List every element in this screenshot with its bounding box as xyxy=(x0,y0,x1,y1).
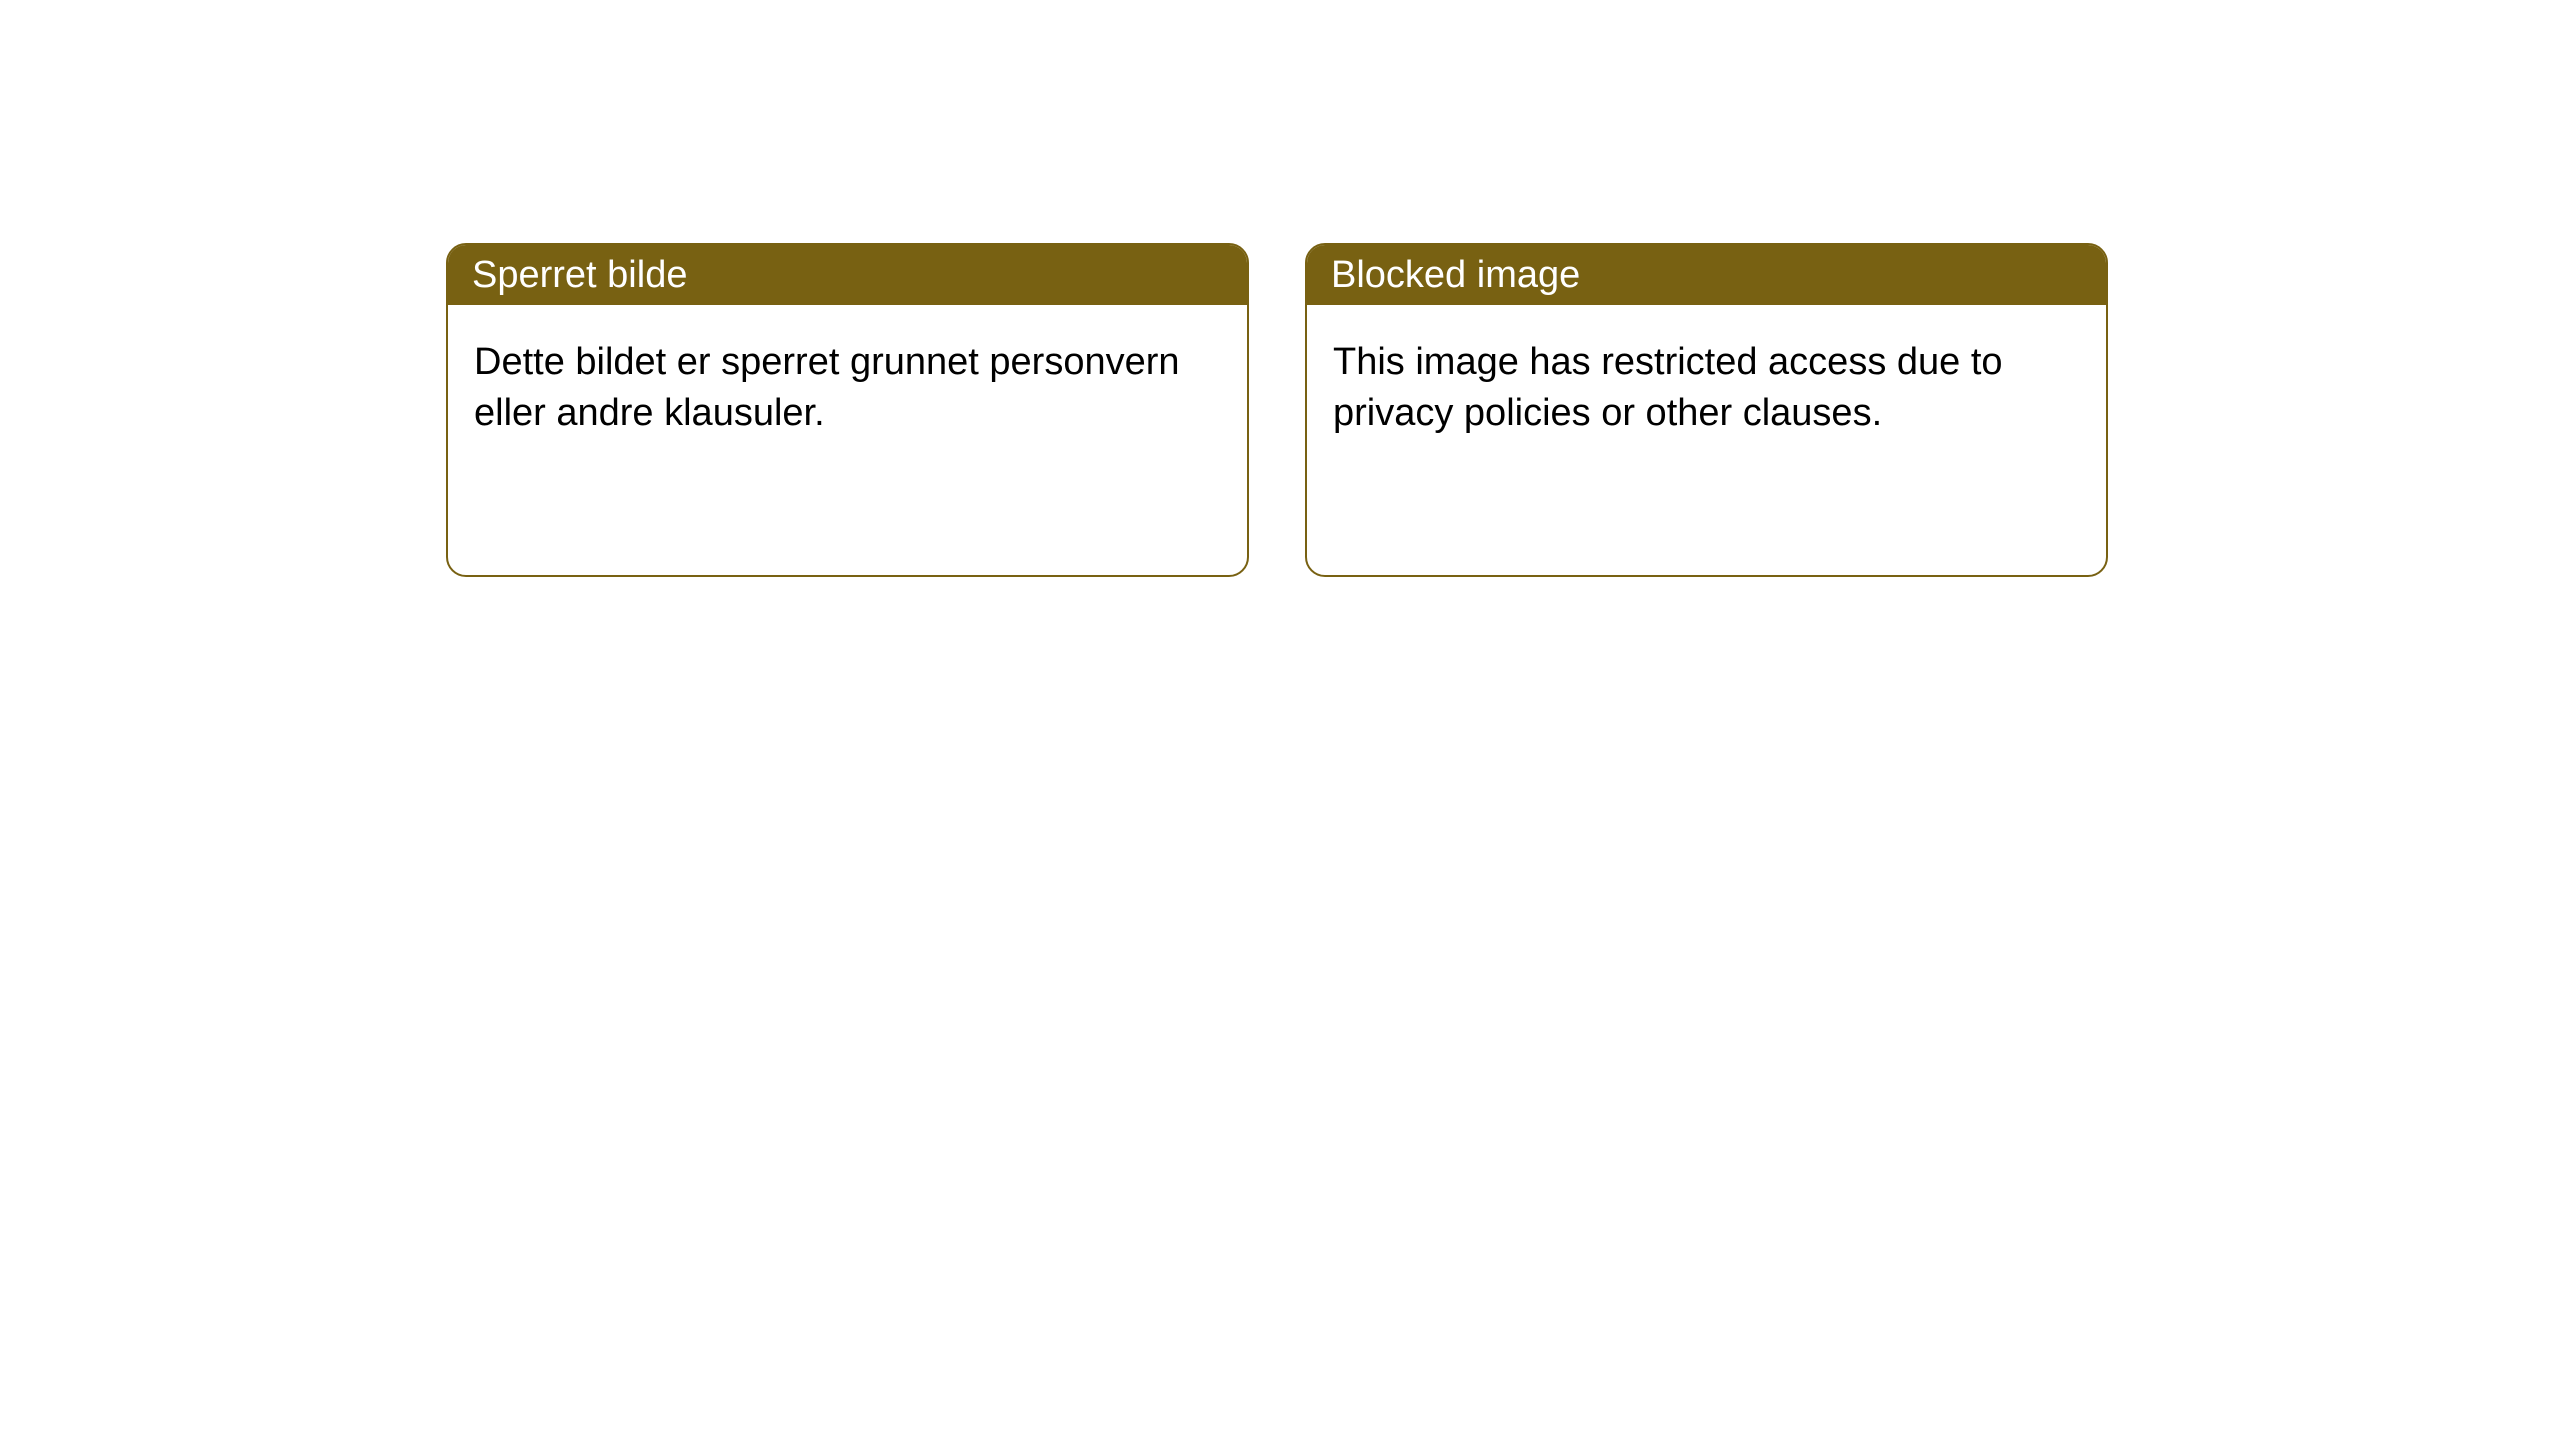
card-header: Sperret bilde xyxy=(448,245,1247,305)
card-title: Sperret bilde xyxy=(472,254,687,297)
card-body: This image has restricted access due to … xyxy=(1307,305,2106,472)
notice-card-norwegian: Sperret bilde Dette bildet er sperret gr… xyxy=(446,243,1249,577)
card-body-text: This image has restricted access due to … xyxy=(1333,341,2003,434)
notice-cards-container: Sperret bilde Dette bildet er sperret gr… xyxy=(0,0,2560,577)
notice-card-english: Blocked image This image has restricted … xyxy=(1305,243,2108,577)
card-title: Blocked image xyxy=(1331,254,1580,297)
card-body: Dette bildet er sperret grunnet personve… xyxy=(448,305,1247,472)
card-body-text: Dette bildet er sperret grunnet personve… xyxy=(474,341,1180,434)
card-header: Blocked image xyxy=(1307,245,2106,305)
